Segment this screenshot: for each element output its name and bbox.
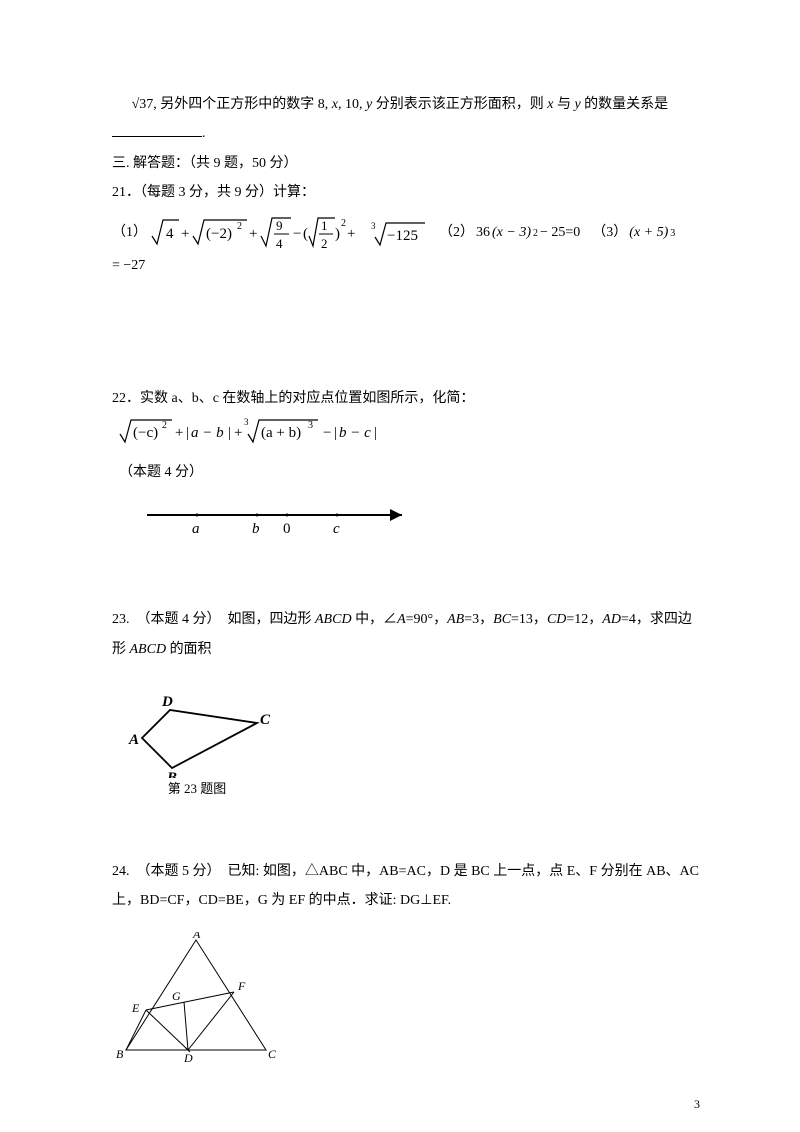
svg-text:+: +	[249, 226, 257, 242]
section-3-header: 三. 解答题：（共 9 题，50 分）	[112, 149, 700, 178]
svg-text:E: E	[131, 1001, 140, 1015]
svg-text:): )	[335, 226, 340, 242]
svg-text:D: D	[183, 1051, 193, 1062]
svg-text:2: 2	[237, 221, 242, 232]
svg-text:4: 4	[166, 226, 174, 242]
svg-text:−: −	[293, 226, 301, 242]
svg-text:C: C	[260, 712, 271, 728]
q22-note: （本题 4 分）	[112, 458, 700, 487]
q23-line1: 23. （本题 4 分） 如图，四边形 ABCD 中，∠A=90°，AB=3，B…	[112, 605, 700, 634]
sqrt37: √37	[132, 97, 154, 112]
q24-line1: 24. （本题 5 分） 已知: 如图，△ABC 中，AB=AC，D 是 BC …	[112, 857, 700, 886]
top-fragment: √37, 另外四个正方形中的数字 8, x, 10, y 分别表示该正方形面积，…	[112, 90, 700, 149]
q21-p3-b: = −27	[112, 258, 145, 275]
q21-p2-b: (x − 3)	[492, 225, 531, 242]
svg-text:(−2): (−2)	[206, 226, 232, 242]
q21-part1b-svg: 3 −125	[371, 219, 427, 249]
svg-text:(a + b): (a + b)	[261, 425, 301, 441]
svg-text:0: 0	[283, 521, 291, 537]
svg-text:(: (	[303, 226, 308, 242]
q24-line2: 上，BD=CF，CD=BE，G 为 EF 的中点．求证: DG⊥EF.	[112, 886, 700, 915]
svg-text:−: −	[323, 425, 331, 441]
svg-text:b: b	[252, 521, 260, 537]
q21-p3-a: (x + 5)	[629, 225, 668, 242]
svg-text:A: A	[192, 932, 201, 941]
svg-text:3: 3	[371, 221, 376, 231]
q22-numberline: a b 0 c	[142, 495, 422, 545]
q21-p2-a: 36	[476, 225, 490, 242]
page: √37, 另外四个正方形中的数字 8, x, 10, y 分别表示该正方形面积，…	[0, 0, 800, 1132]
q23-line2: 形 ABCD 的面积	[112, 635, 700, 664]
svg-text:+: +	[347, 226, 355, 242]
svg-text:A: A	[128, 732, 139, 748]
svg-text:2: 2	[341, 218, 346, 229]
svg-text:|: |	[186, 425, 189, 441]
svg-text:3: 3	[244, 417, 249, 427]
page-number: 3	[694, 1097, 700, 1112]
svg-text:(−c): (−c)	[133, 425, 158, 441]
svg-text:D: D	[161, 694, 173, 710]
svg-text:9: 9	[276, 218, 283, 233]
svg-text:1: 1	[321, 218, 328, 233]
svg-text:a − b: a − b	[191, 425, 224, 441]
svg-text:c: c	[333, 521, 340, 537]
svg-text:4: 4	[276, 236, 283, 251]
svg-text:G: G	[172, 989, 181, 1003]
svg-text:|: |	[228, 425, 231, 441]
svg-text:F: F	[237, 979, 246, 993]
q21-part1-svg: 4 + (−2) 2 + 9 4 − ( 1 2 ) 2	[149, 212, 369, 256]
svg-text:+: +	[175, 425, 183, 441]
q23-figure: A B C D	[122, 688, 272, 778]
svg-text:b − c: b − c	[339, 425, 371, 441]
svg-text:2: 2	[162, 420, 167, 431]
q23-caption: 第 23 题图	[122, 778, 272, 797]
svg-text:+: +	[234, 425, 242, 441]
q22-expression: (−c)2 + |a − b| + 3 (a + b)3 − |b − c|	[118, 416, 378, 448]
svg-text:|: |	[334, 425, 337, 441]
svg-text:3: 3	[308, 420, 313, 431]
svg-text:C: C	[268, 1047, 277, 1061]
svg-text:a: a	[192, 521, 200, 537]
q24-figure: A B C D E F G	[116, 932, 281, 1062]
svg-text:|: |	[374, 425, 377, 441]
answer-blank	[112, 122, 202, 137]
q23-figure-wrap: A B C D 第 23 题图	[122, 688, 272, 797]
svg-text:2: 2	[321, 236, 328, 251]
svg-text:B: B	[116, 1047, 124, 1061]
svg-text:B: B	[166, 770, 177, 778]
q22-header: 22．实数 a、b、c 在数轴上的对应点位置如图所示，化简：	[112, 384, 700, 413]
q21-p2-c: − 25=0	[540, 225, 580, 242]
q21-header: 21．（每题 3 分，共 9 分）计算：	[112, 178, 700, 207]
svg-text:−125: −125	[387, 228, 418, 244]
q21-formulas: （1） 4 + (−2) 2 + 9 4 − (	[112, 212, 700, 275]
svg-text:+: +	[181, 226, 189, 242]
